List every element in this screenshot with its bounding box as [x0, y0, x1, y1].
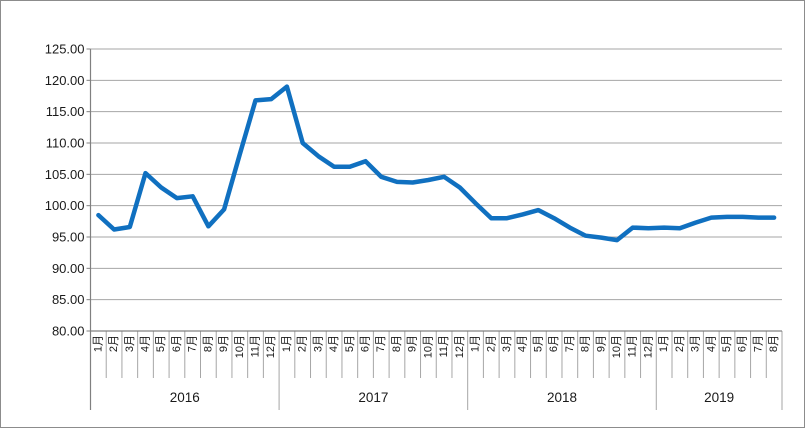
x-axis-month-label: 12月	[265, 335, 277, 358]
x-axis-month-label: 8月	[391, 335, 403, 352]
x-axis-month-label: 4月	[140, 335, 152, 352]
x-axis-month-label: 4月	[705, 335, 717, 352]
x-axis-month-label: 4月	[517, 335, 529, 352]
x-axis-month-label: 7月	[564, 335, 576, 352]
x-axis-month-label: 7月	[375, 335, 387, 352]
x-axis-month-label: 10月	[234, 335, 246, 358]
x-axis-month-label: 3月	[501, 335, 513, 352]
y-axis-label: 120.00	[45, 73, 85, 88]
x-axis-month-label: 1月	[281, 335, 293, 352]
y-axis-label: 115.00	[46, 104, 85, 119]
x-axis-month-label: 1月	[658, 335, 670, 352]
y-axis-label: 80.00	[52, 324, 85, 339]
x-axis-month-label: 10月	[422, 335, 434, 358]
x-axis-month-label: 9月	[595, 335, 607, 352]
y-axis-label: 105.00	[45, 167, 85, 182]
x-axis-year-label: 2017	[358, 390, 388, 405]
x-axis-month-label: 2月	[297, 335, 309, 352]
x-axis-month-label: 3月	[312, 335, 324, 352]
x-axis-month-label: 8月	[202, 335, 214, 352]
x-axis-month-label: 11月	[250, 335, 262, 357]
x-axis-month-label: 2月	[108, 335, 120, 352]
x-axis-month-label: 6月	[360, 335, 372, 352]
x-axis-month-label: 5月	[344, 335, 356, 352]
x-axis-month-label: 6月	[171, 335, 183, 352]
x-axis-month-label: 1月	[470, 335, 482, 352]
x-axis-month-label: 12月	[642, 335, 654, 358]
x-axis-month-label: 12月	[454, 335, 466, 358]
x-axis-month-label: 8月	[768, 335, 780, 352]
y-axis-label: 85.00	[52, 292, 85, 307]
y-axis-label: 110.00	[46, 136, 85, 151]
x-axis-month-label: 7月	[752, 335, 764, 352]
x-axis-month-label: 3月	[124, 335, 136, 352]
x-axis-month-label: 5月	[721, 335, 733, 352]
y-axis-label: 125.00	[45, 42, 85, 57]
x-axis-month-label: 10月	[611, 335, 623, 358]
y-axis-label: 90.00	[52, 261, 85, 276]
x-axis-month-label: 11月	[627, 335, 639, 357]
x-axis-month-label: 9月	[407, 335, 419, 352]
x-axis-year-label: 2016	[170, 390, 200, 405]
x-axis-month-label: 2月	[485, 335, 497, 352]
x-axis-month-label: 7月	[187, 335, 199, 352]
x-axis-month-label: 6月	[737, 335, 749, 352]
x-axis-month-label: 8月	[580, 335, 592, 352]
x-axis-month-label: 6月	[548, 335, 560, 352]
x-axis-month-label: 1月	[92, 335, 104, 352]
x-axis-year-label: 2018	[547, 390, 577, 405]
series-line	[96, 84, 777, 243]
x-axis-month-label: 3月	[690, 335, 702, 352]
x-axis-month-label: 5月	[532, 335, 544, 352]
y-axis-label: 100.00	[45, 198, 85, 213]
y-axis-label: 95.00	[52, 230, 85, 245]
x-axis-month-label: 4月	[328, 335, 340, 352]
x-axis-year-label: 2019	[704, 390, 734, 405]
x-axis-month-label: 9月	[218, 335, 230, 352]
x-axis-month-label: 11月	[438, 335, 450, 357]
x-axis-month-label: 2月	[674, 335, 686, 352]
x-axis-month-label: 5月	[155, 335, 167, 352]
